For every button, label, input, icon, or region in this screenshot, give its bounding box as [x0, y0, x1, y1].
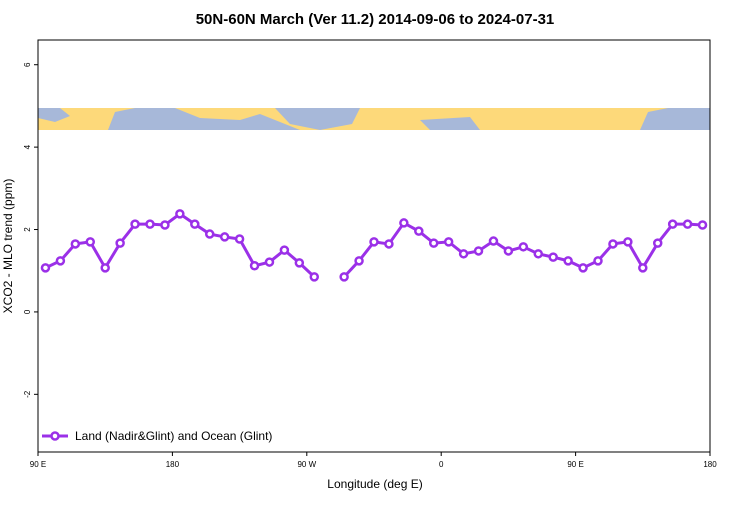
- map-ocean: [420, 117, 480, 130]
- point: [354, 256, 364, 266]
- legend-label: Land (Nadir&Glint) and Ocean (Glint): [75, 429, 272, 443]
- point: [414, 226, 424, 236]
- x-tick-label: 90 E: [567, 460, 583, 469]
- point: [264, 257, 275, 267]
- point: [682, 219, 693, 229]
- map-ocean: [108, 108, 300, 130]
- map-ocean: [38, 108, 70, 122]
- map-ocean: [275, 108, 360, 130]
- point: [40, 263, 51, 273]
- point: [563, 256, 573, 266]
- point: [85, 237, 96, 247]
- point: [488, 236, 499, 246]
- point: [145, 219, 155, 229]
- point: [369, 237, 379, 247]
- x-tick-label: 90 W: [297, 460, 316, 469]
- point: [518, 242, 529, 252]
- point: [428, 238, 439, 248]
- point: [279, 245, 290, 255]
- point: [100, 263, 110, 273]
- point: [443, 237, 454, 247]
- point: [234, 234, 245, 244]
- point: [458, 249, 469, 259]
- chart-title: 50N-60N March (Ver 11.2) 2014-09-06 to 2…: [196, 11, 555, 28]
- y-tick-label: 2: [23, 227, 32, 232]
- y-tick-label: 4: [23, 144, 32, 149]
- plot-frame: [37, 39, 711, 453]
- point: [473, 246, 484, 256]
- point: [204, 229, 215, 239]
- point: [697, 220, 708, 230]
- point: [339, 272, 349, 282]
- point: [175, 209, 185, 219]
- legend-marker: [50, 431, 60, 441]
- point: [294, 258, 305, 268]
- point: [652, 238, 663, 248]
- point: [593, 256, 603, 266]
- point: [638, 263, 648, 273]
- point: [309, 272, 320, 282]
- x-tick-label: 180: [166, 460, 180, 469]
- point: [130, 219, 140, 229]
- y-tick-label: -2: [23, 390, 32, 398]
- map-band: [38, 108, 710, 130]
- point: [548, 252, 558, 262]
- point: [190, 219, 200, 229]
- point: [384, 239, 394, 249]
- map-ocean: [640, 108, 710, 130]
- point: [219, 232, 230, 242]
- point: [115, 238, 125, 248]
- point: [623, 237, 633, 247]
- point: [399, 218, 409, 228]
- point: [578, 263, 588, 273]
- point: [608, 239, 618, 249]
- point: [55, 256, 66, 266]
- y-axis-label: XCO2 - MLO trend (ppm): [1, 179, 15, 314]
- point: [249, 261, 260, 271]
- x-axis-label: Longitude (deg E): [327, 477, 422, 491]
- point: [533, 249, 544, 259]
- y-tick-label: 0: [23, 309, 32, 314]
- point: [503, 246, 514, 256]
- x-tick-label: 180: [703, 460, 717, 469]
- x-tick-label: 90 E: [30, 460, 46, 469]
- point: [70, 239, 81, 249]
- point: [160, 220, 170, 230]
- point: [667, 219, 678, 229]
- y-tick-label: 6: [23, 62, 32, 67]
- x-tick-label: 0: [439, 460, 444, 469]
